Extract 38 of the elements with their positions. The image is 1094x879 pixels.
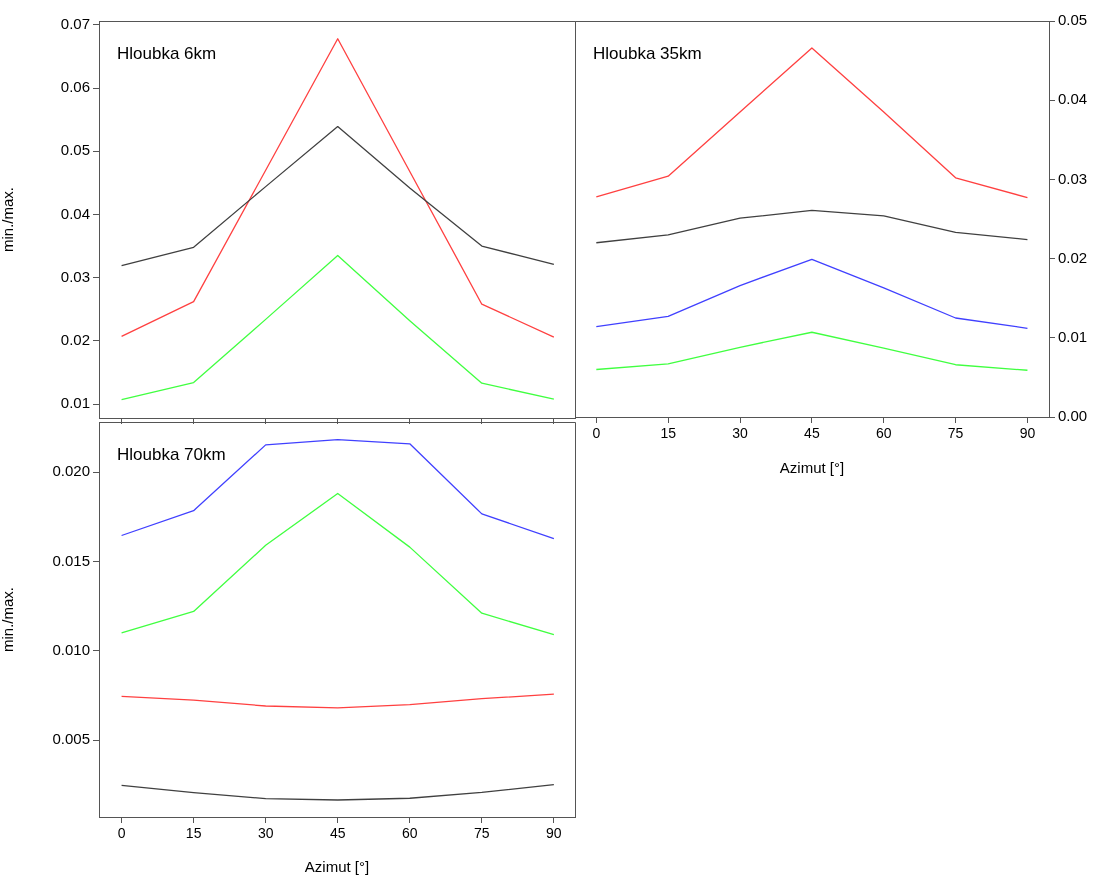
text: Hloubka 35km: [593, 44, 702, 63]
x-tick-label: 75: [474, 825, 490, 842]
y-axis-title: min./max.: [0, 586, 17, 653]
text: Hloubka 6km: [117, 44, 217, 63]
y-tick-label: 0.01: [60, 394, 90, 412]
x-tick-label: 60: [875, 425, 892, 442]
x-tick-label: 45: [329, 825, 346, 842]
y-tick-label: 0.05: [1058, 11, 1088, 29]
y-tick-label: 0.06: [60, 78, 90, 96]
y-tick-label: 0.02: [1058, 248, 1088, 266]
x-tick-label: 0: [592, 425, 601, 442]
x-tick-label: 0: [117, 825, 126, 842]
y-tick-label: 0.00: [1058, 407, 1088, 425]
x-tick-label: 30: [257, 825, 274, 842]
y-tick-label: 0.05: [60, 141, 90, 159]
y-tick-label: 0.015: [52, 551, 90, 569]
y-tick-label: 0.07: [60, 14, 90, 32]
x-tick-label: 60: [401, 825, 418, 842]
y-tick-label: 0.03: [60, 267, 90, 285]
x-tick-label: 90: [546, 825, 562, 842]
x-tick-label: 30: [732, 425, 749, 442]
x-tick-label: 90: [1019, 425, 1036, 442]
y-tick-label: 0.04: [1058, 90, 1088, 108]
y-axis-title: min./max.: [0, 186, 17, 253]
y-tick-label: 0.04: [60, 204, 90, 222]
x-axis-title: Azimut [°]: [304, 858, 370, 876]
x-tick-label: 75: [947, 425, 964, 442]
y-tick-label: 0.010: [52, 640, 90, 658]
y-tick-label: 0.02: [60, 331, 90, 349]
x-tick-label: 15: [660, 425, 677, 442]
x-axis-title: Azimut [°]: [779, 459, 845, 477]
y-tick-label: 0.020: [52, 462, 90, 480]
y-tick-label: 0.005: [52, 730, 90, 748]
y-tick-label: 0.01: [1058, 327, 1088, 345]
text: Hloubka 70km: [117, 445, 226, 464]
x-tick-label: 15: [185, 825, 202, 842]
y-tick-label: 0.03: [1058, 169, 1088, 187]
x-tick-label: 45: [804, 425, 820, 442]
